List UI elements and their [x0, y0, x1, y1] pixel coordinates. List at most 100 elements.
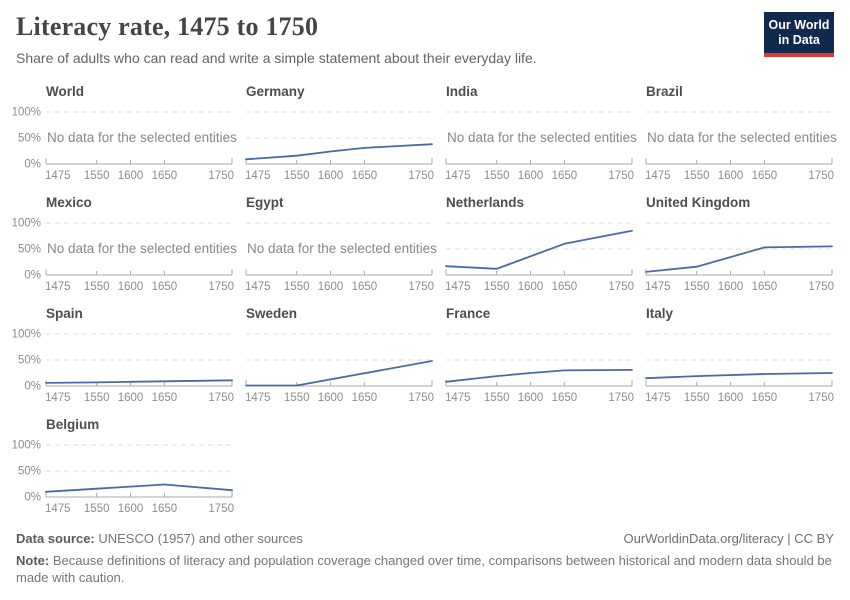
data-source-text: Data source: UNESCO (1957) and other sou…: [16, 531, 303, 546]
x-tick-label: 1650: [752, 392, 778, 404]
x-tick-label: 1650: [552, 392, 578, 404]
x-tick-label: 1650: [352, 170, 378, 182]
facet-panel-brazil: Brazil 1475 1550 1600 1650 1750 No data for th…: [645, 84, 837, 182]
x-tick-label: 1550: [284, 170, 310, 182]
x-tick-label: 1600: [318, 392, 344, 404]
x-tick-label: 1600: [518, 392, 544, 404]
y-tick-label: 0%: [24, 492, 41, 504]
y-tick-label: 50%: [18, 466, 41, 478]
x-tick-label: 1650: [752, 281, 778, 293]
owid-logo-line2: in Data: [778, 33, 820, 47]
data-source-label: Data source:: [16, 531, 95, 546]
facet-panel-belgium: Belgium 1475 1550 1600 1650 1750 100% 50% 0%: [12, 417, 234, 515]
x-tick-label: 1550: [484, 170, 510, 182]
y-tick-label: 50%: [18, 133, 41, 145]
facet-title: Egypt: [246, 195, 284, 210]
data-line-france: [445, 369, 633, 383]
x-tick-label: 1750: [408, 392, 434, 404]
data-line-spain: [45, 379, 233, 384]
x-tick-label: 1650: [352, 392, 378, 404]
note-line: Note: Because definitions of literacy an…: [16, 552, 834, 586]
x-tick-label: 1600: [318, 170, 344, 182]
facet-panel-netherlands: Netherlands 1475 1550 1600 1650 1750: [445, 195, 634, 293]
facet-title: Belgium: [46, 417, 99, 432]
x-tick-label: 1550: [84, 281, 110, 293]
y-tick-label: 0%: [24, 159, 41, 171]
chart-header: Literacy rate, 1475 to 1750 Share of adu…: [16, 12, 834, 66]
facet-panel-germany: Germany 1475 1550 1600 1650 1750: [245, 84, 434, 182]
facet-title: World: [46, 84, 84, 99]
x-tick-label: 1650: [552, 170, 578, 182]
x-tick-label: 1475: [645, 281, 671, 293]
x-tick-label: 1550: [484, 392, 510, 404]
x-tick-label: 1750: [808, 170, 834, 182]
note-label: Note:: [16, 553, 50, 568]
x-tick-label: 1550: [84, 170, 110, 182]
y-tick-label: 100%: [12, 440, 41, 452]
facet-panel-sweden: Sweden 1475 1550 1600 1650 1750: [245, 306, 434, 404]
x-tick-label: 1600: [518, 170, 544, 182]
facet-title: Netherlands: [446, 195, 524, 210]
x-tick-label: 1650: [152, 281, 178, 293]
owid-logo-line1: Our World: [768, 18, 830, 32]
x-tick-label: 1750: [808, 392, 834, 404]
x-tick-label: 1475: [445, 392, 471, 404]
x-tick-label: 1750: [608, 281, 634, 293]
facet-title: Spain: [46, 306, 83, 321]
x-tick-label: 1600: [718, 170, 744, 182]
x-tick-label: 1600: [118, 281, 144, 293]
data-source-line: Data source: UNESCO (1957) and other sou…: [16, 531, 834, 546]
no-data-message: No data for the selected entities: [447, 130, 637, 145]
facet-panel-spain: Spain 1475 1550 1600 1650 1750 100% 50% 0%: [12, 306, 234, 404]
x-tick-label: 1650: [152, 503, 178, 515]
x-tick-label: 1750: [408, 170, 434, 182]
x-tick-label: 1550: [84, 392, 110, 404]
facet-grid: World 1475 1550 1600 1650 1750 100% 50% 0% No dat…: [12, 82, 846, 526]
facet-panel-united-kingdom: United Kingdom 1475 1550 1600 1650 1750: [645, 195, 834, 293]
y-tick-label: 50%: [18, 244, 41, 256]
x-tick-label: 1750: [608, 170, 634, 182]
x-tick-label: 1475: [445, 170, 471, 182]
x-tick-label: 1475: [245, 392, 271, 404]
facet-panel-egypt: Egypt 1475 1550 1600 1650 1750 No data for the…: [245, 195, 437, 293]
x-tick-label: 1600: [518, 281, 544, 293]
facet-title: Sweden: [246, 306, 297, 321]
facet-title: Italy: [646, 306, 674, 321]
y-tick-label: 100%: [12, 329, 41, 341]
x-tick-label: 1475: [645, 170, 671, 182]
x-tick-label: 1750: [608, 392, 634, 404]
facet-panel-france: France 1475 1550 1600 1650 1750: [445, 306, 634, 404]
x-tick-label: 1475: [445, 281, 471, 293]
x-tick-label: 1650: [152, 170, 178, 182]
x-tick-label: 1650: [152, 392, 178, 404]
x-tick-label: 1750: [208, 503, 234, 515]
facet-panel-italy: Italy 1475 1550 1600 1650 1750: [645, 306, 834, 404]
x-tick-label: 1750: [208, 170, 234, 182]
x-tick-label: 1600: [718, 281, 744, 293]
x-tick-label: 1750: [208, 392, 234, 404]
x-tick-label: 1650: [752, 170, 778, 182]
x-tick-label: 1475: [45, 392, 71, 404]
facet-title: Brazil: [646, 84, 683, 99]
data-source-value: UNESCO (1957) and other sources: [94, 531, 303, 546]
facet-panel-world: World 1475 1550 1600 1650 1750 100% 50% 0% No dat…: [12, 84, 238, 182]
data-line-sweden: [245, 360, 433, 387]
y-tick-label: 50%: [18, 355, 41, 367]
data-line-italy: [645, 372, 833, 380]
x-tick-label: 1475: [45, 170, 71, 182]
x-tick-label: 1600: [118, 170, 144, 182]
x-tick-label: 1550: [84, 503, 110, 515]
x-tick-label: 1750: [808, 281, 834, 293]
facet-title: India: [446, 84, 478, 99]
x-tick-label: 1600: [318, 281, 344, 293]
data-line-united-kingdom: [645, 245, 833, 273]
x-tick-label: 1550: [284, 281, 310, 293]
x-tick-label: 1750: [408, 281, 434, 293]
facet-title: France: [446, 306, 491, 321]
license-link[interactable]: OurWorldinData.org/literacy | CC BY: [623, 531, 834, 546]
x-tick-label: 1550: [684, 170, 710, 182]
no-data-message: No data for the selected entities: [247, 241, 437, 256]
x-tick-label: 1600: [718, 392, 744, 404]
chart-footer: Data source: UNESCO (1957) and other sou…: [16, 531, 834, 586]
